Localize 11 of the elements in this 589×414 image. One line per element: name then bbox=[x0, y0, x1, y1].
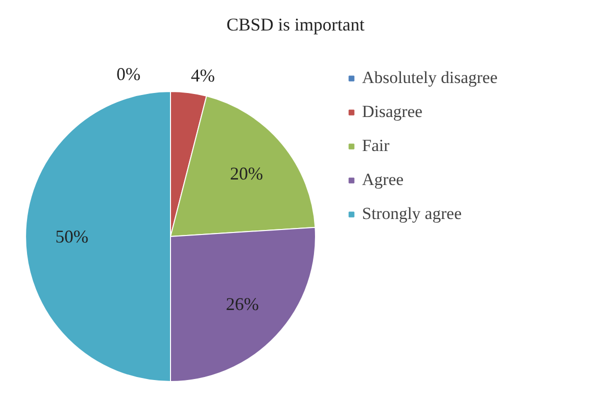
chart-title: CBSD is important bbox=[226, 14, 365, 34]
legend-label: Strongly agree bbox=[362, 204, 462, 224]
data-label: 50% bbox=[55, 226, 88, 246]
legend-label: Disagree bbox=[362, 102, 422, 122]
data-label: 26% bbox=[226, 294, 259, 314]
text: 0% bbox=[116, 64, 141, 84]
data-label: 4% bbox=[190, 65, 215, 86]
data-label: 20% bbox=[230, 164, 263, 184]
legend-label: Fair bbox=[362, 136, 390, 156]
legend-label: Absolutely disagree bbox=[362, 68, 498, 88]
legend-label: Agree bbox=[362, 170, 404, 190]
